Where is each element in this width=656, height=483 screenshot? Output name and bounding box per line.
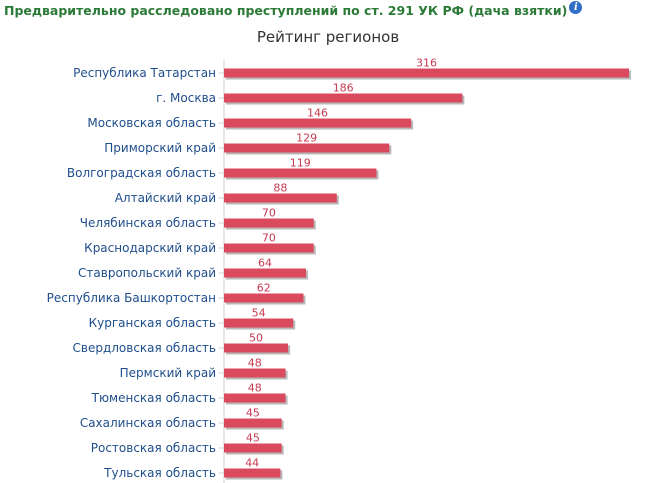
category-label: Приморский край — [104, 141, 216, 155]
bar[interactable] — [224, 393, 286, 403]
data-label: 146 — [307, 107, 328, 120]
bar[interactable] — [224, 143, 390, 153]
info-icon[interactable]: i — [569, 1, 583, 14]
category-label: Тюменская область — [91, 391, 216, 405]
bar[interactable] — [224, 118, 412, 128]
page-header: Предварительно расследовано преступлений… — [4, 1, 583, 18]
category-label: Ставропольский край — [78, 266, 216, 280]
bar[interactable] — [224, 443, 282, 453]
category-label: Краснодарский край — [84, 241, 216, 255]
category-label: Республика Татарстан — [73, 66, 216, 80]
bar[interactable] — [224, 268, 307, 278]
data-label: 129 — [296, 132, 317, 145]
bar[interactable] — [224, 343, 289, 353]
data-label: 88 — [273, 182, 287, 195]
category-label: Московская область — [87, 116, 216, 130]
bar[interactable] — [224, 368, 286, 378]
data-label: 119 — [290, 157, 311, 170]
category-label: Волгоградская область — [67, 166, 216, 180]
category-label: Ростовская область — [91, 441, 216, 455]
bar[interactable] — [224, 218, 314, 228]
category-label: г. Москва — [156, 91, 216, 105]
category-label: Свердловская область — [73, 341, 217, 355]
bar[interactable] — [224, 318, 294, 328]
data-label: 62 — [257, 282, 271, 295]
bar[interactable] — [224, 93, 463, 103]
category-label: Челябинская область — [80, 216, 216, 230]
data-label: 70 — [262, 207, 276, 220]
data-label: 45 — [246, 407, 260, 420]
category-label: Алтайский край — [115, 191, 216, 205]
bar[interactable] — [224, 193, 337, 203]
data-label: 48 — [248, 382, 262, 395]
data-label: 50 — [249, 332, 263, 345]
category-label: Курганская область — [89, 316, 216, 330]
category-label: Республика Башкортостан — [47, 291, 216, 305]
category-label: Сахалинская область — [80, 416, 216, 430]
data-label: 45 — [246, 432, 260, 445]
bar[interactable] — [224, 468, 281, 478]
data-label: 186 — [333, 82, 354, 95]
data-label: 70 — [262, 232, 276, 245]
data-label: 48 — [248, 357, 262, 370]
bar[interactable] — [224, 293, 304, 303]
data-label: 316 — [416, 57, 437, 70]
data-label: 44 — [245, 457, 259, 470]
category-label: Тульская область — [103, 466, 216, 480]
bar[interactable] — [224, 418, 282, 428]
bar[interactable] — [224, 243, 314, 253]
data-label: 64 — [258, 257, 272, 270]
bar[interactable] — [224, 168, 377, 178]
bar[interactable] — [224, 68, 629, 78]
page-title: Предварительно расследовано преступлений… — [4, 3, 568, 18]
data-label: 54 — [252, 307, 266, 320]
chart-title: Рейтинг регионов — [256, 28, 400, 46]
category-label: Пермский край — [120, 366, 216, 380]
